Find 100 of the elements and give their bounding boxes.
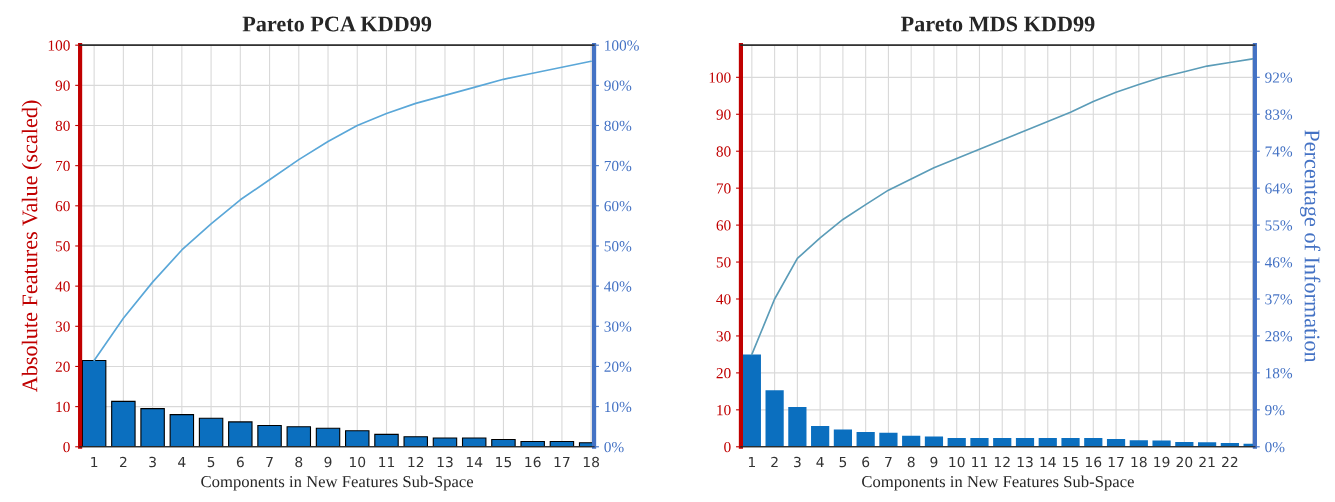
bar <box>491 438 516 447</box>
y-tick-label: 20 <box>716 368 731 379</box>
x-tick-label: 14 <box>466 456 483 468</box>
bar <box>345 430 370 447</box>
x-tick-label: 15 <box>1063 456 1079 468</box>
y2-tick-label: 92% <box>1265 72 1293 83</box>
bar <box>742 354 761 447</box>
y-tick-label: 80 <box>55 120 70 131</box>
bar <box>257 424 282 447</box>
x-tick-label: 17 <box>1108 456 1124 468</box>
y-tick-label: 70 <box>716 183 731 194</box>
y2-tick-label: 70% <box>604 160 632 172</box>
y-tick-label: 20 <box>55 361 70 372</box>
y-tick-label: 100 <box>709 72 731 83</box>
chart-title: Pareto PCA KDD99 <box>242 16 432 32</box>
y-tick-label: 50 <box>716 257 731 268</box>
x-tick-label: 2 <box>119 456 127 468</box>
x-tick-label: 4 <box>178 456 186 468</box>
y-tick-label: 30 <box>716 331 731 342</box>
line-series <box>93 60 592 362</box>
x-tick-label: 17 <box>554 456 570 468</box>
y-tick-label: 100 <box>48 40 70 51</box>
y-tick-label: 0 <box>63 441 70 453</box>
x-tick-label: 5 <box>839 456 847 468</box>
bar <box>374 433 399 447</box>
bar <box>228 421 253 447</box>
y-tick-label: 0 <box>724 441 731 453</box>
x-tick-label: 7 <box>885 456 892 468</box>
x-tick-label: 20 <box>1176 456 1193 468</box>
x-tick-label: 10 <box>349 456 366 468</box>
y-tick-label: 50 <box>55 241 70 252</box>
y2-tick-label: 55% <box>1265 220 1293 231</box>
x-tick-label: 8 <box>295 456 303 468</box>
x-tick-label: 3 <box>794 456 801 468</box>
bar <box>1061 437 1080 447</box>
y2-tick-label: 100% <box>605 40 639 51</box>
bar <box>286 426 312 447</box>
y2-tick-label: 9% <box>1265 404 1285 416</box>
x-tick-label: 11 <box>972 456 988 468</box>
y2-tick-label: 20% <box>604 361 632 372</box>
x-tick-label: 15 <box>496 456 512 468</box>
bar <box>970 437 989 447</box>
x-tick-label: 13 <box>437 456 453 468</box>
bar <box>788 406 807 447</box>
y-axis-title: Absolute Features Value (scaled) <box>21 100 42 393</box>
x-tick-label: 9 <box>324 456 332 468</box>
y2-axis-title: Percentage of Information <box>1299 130 1321 363</box>
y-tick-label: 10 <box>56 401 70 413</box>
x-tick-label: 18 <box>583 456 600 468</box>
y-tick-label: 90 <box>55 80 70 91</box>
x-tick-label: 6 <box>236 456 244 468</box>
x-tick-label: 12 <box>994 456 1010 468</box>
bar <box>403 436 428 447</box>
y2-tick-label: 37% <box>1265 294 1293 305</box>
y-tick-label: 30 <box>55 321 70 332</box>
x-tick-label: 19 <box>1154 456 1170 468</box>
y-tick-label: 80 <box>716 146 731 157</box>
x-tick-label: 21 <box>1199 456 1215 468</box>
bar <box>924 436 944 447</box>
y2-tick-label: 30% <box>604 321 632 332</box>
x-tick-label: 6 <box>862 456 870 468</box>
bar <box>111 400 136 447</box>
x-tick-label: 1 <box>91 456 98 468</box>
bar <box>833 429 853 447</box>
y-tick-label: 40 <box>55 281 70 292</box>
x-tick-label: 4 <box>816 456 824 468</box>
x-axis-title: Components in New Features Sub-Space <box>862 475 1134 491</box>
x-tick-label: 13 <box>1017 456 1033 468</box>
y2-tick-label: 64% <box>1265 183 1293 194</box>
y2-tick-label: 0% <box>604 441 624 453</box>
y-tick-label: 60 <box>716 220 731 231</box>
y-tick-label: 70 <box>56 160 70 172</box>
bar <box>81 359 107 447</box>
y2-tick-label: 0% <box>1265 441 1285 453</box>
bar <box>1152 440 1171 447</box>
x-tick-label: 16 <box>525 456 541 468</box>
bar <box>765 390 784 447</box>
x-tick-label: 14 <box>1040 456 1056 468</box>
x-tick-label: 10 <box>949 456 965 468</box>
line-series <box>751 57 1254 356</box>
y-tick-label: 10 <box>717 404 731 416</box>
y-tick-label: 90 <box>716 109 731 120</box>
bar <box>140 408 165 447</box>
y-tick-label: 60 <box>55 200 70 212</box>
y2-tick-label: 18% <box>1265 368 1293 379</box>
x-tick-label: 7 <box>266 456 273 468</box>
bar <box>432 437 458 447</box>
y2-tick-label: 28% <box>1265 331 1293 342</box>
x-tick-label: 11 <box>379 456 395 468</box>
bar <box>315 427 341 447</box>
x-axis-title: Components in New Features Sub-Space <box>201 475 474 491</box>
bar <box>169 414 195 447</box>
y2-tick-label: 74% <box>1265 146 1293 157</box>
x-tick-label: 3 <box>149 456 156 468</box>
y-tick-label: 40 <box>716 294 731 305</box>
x-tick-label: 9 <box>930 456 938 468</box>
y2-tick-label: 40% <box>604 281 632 292</box>
bar <box>461 437 487 447</box>
x-tick-label: 16 <box>1085 456 1102 468</box>
bar <box>879 432 898 447</box>
